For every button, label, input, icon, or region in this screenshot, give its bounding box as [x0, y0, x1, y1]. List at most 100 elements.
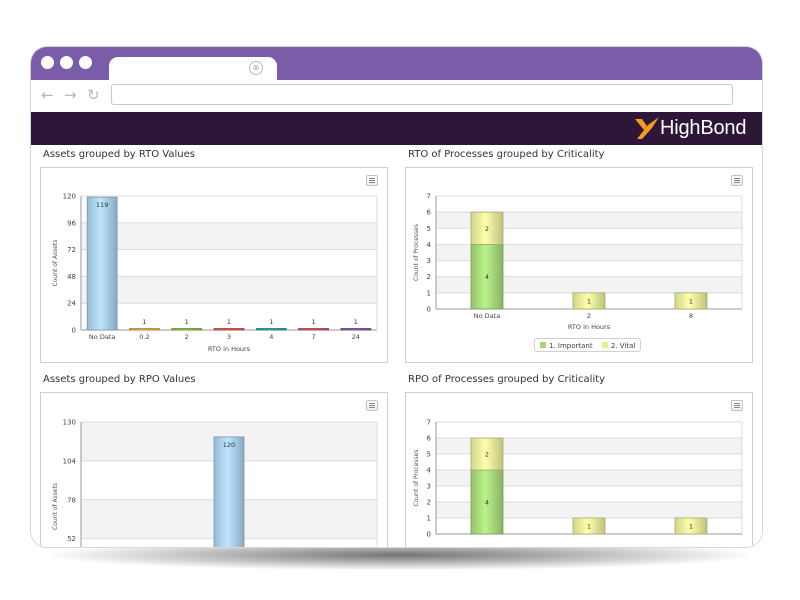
plot-band	[436, 244, 742, 261]
chart-menu-icon[interactable]	[366, 175, 378, 186]
chart-menu-icon[interactable]	[731, 175, 743, 186]
data-label: 1	[227, 318, 231, 326]
bar-segment	[674, 517, 708, 535]
data-label: 1	[689, 523, 693, 531]
x-axis-title: RTO in Hours	[208, 345, 251, 353]
plot-band	[436, 502, 742, 518]
legend-item-vital[interactable]: 2. Vital	[601, 339, 636, 353]
y-tick-label: 1	[427, 515, 431, 523]
bar	[171, 328, 203, 331]
data-label: 4	[485, 273, 489, 281]
app-header	[31, 112, 762, 145]
legend-label: 1. Important	[549, 342, 593, 350]
y-tick-label: 3	[427, 257, 431, 265]
x-tick-label: No Data	[474, 312, 500, 320]
bar	[213, 328, 245, 331]
bar-segment	[572, 517, 606, 535]
dashboard-content: Assets grouped by RTO Values RTO of Proc…	[31, 145, 762, 547]
y-tick-label: 96	[67, 219, 76, 227]
data-label: 1	[142, 318, 146, 326]
y-axis-title: Count of Processes	[413, 450, 420, 507]
bar	[213, 436, 245, 547]
bar-segment	[470, 437, 504, 471]
panel-title-rpo-criticality: RPO of Processes grouped by Criticality	[408, 374, 606, 385]
data-label: 1	[689, 297, 693, 305]
data-label: 4	[485, 499, 489, 507]
y-tick-label: 2	[427, 499, 431, 507]
reload-icon[interactable]: ↻	[87, 86, 100, 104]
y-tick-label: 120	[63, 193, 76, 201]
window-minimize-dot[interactable]	[60, 56, 73, 69]
brand-name: HighBond	[660, 117, 747, 139]
y-tick-label: 7	[427, 193, 431, 201]
x-tick-label: 7	[312, 333, 316, 341]
legend-label: 2. Vital	[610, 342, 636, 350]
browser-titlebar: ⊗	[31, 47, 762, 80]
x-tick-label: 0.2	[139, 333, 149, 341]
y-tick-label: 0	[427, 306, 431, 314]
x-tick-label: 3	[227, 333, 231, 341]
data-label: 1	[185, 318, 189, 326]
data-label: 119	[96, 201, 108, 209]
y-tick-label: 130	[63, 419, 76, 427]
y-tick-label: 24	[67, 300, 76, 308]
browser-tab[interactable]	[109, 57, 277, 80]
bar-segment	[674, 292, 708, 310]
chart-rto-criticality: 0 1 2 3 4 5 6 7 Count of Processes RTO in Hours No…	[413, 193, 743, 331]
plot-band	[436, 470, 742, 486]
y-tick-label: 5	[427, 451, 431, 459]
legend-swatch	[540, 342, 546, 348]
y-tick-label: 72	[67, 246, 76, 254]
y-tick-label: 48	[67, 273, 76, 281]
data-label: 1	[587, 523, 591, 531]
browser-window: ⊗ ← → ↻ HighBond Assets grouped by RTO V…	[31, 47, 762, 547]
panel-title-assets-rto: Assets grouped by RTO Values	[43, 149, 195, 160]
chart-menu-icon[interactable]	[731, 400, 743, 411]
y-tick-label: 104	[63, 457, 77, 465]
chart-panel-rto-criticality: 0 1 2 3 4 5 6 7 Count of Processes RTO in Hours No…	[405, 167, 753, 363]
highbond-logo-icon	[635, 117, 659, 139]
data-label: 1	[312, 318, 316, 326]
y-tick-label: 4	[427, 467, 432, 475]
y-axis-title: Count of Processes	[413, 224, 420, 281]
data-label: 2	[485, 225, 489, 233]
bar	[298, 328, 329, 331]
y-tick-label: 7	[427, 419, 431, 427]
tab-close-icon[interactable]: ⊗	[249, 61, 263, 75]
chart-menu-icon[interactable]	[366, 400, 378, 411]
x-tick-label: 2	[185, 333, 189, 341]
legend-swatch	[601, 342, 608, 348]
x-tick-label: No Data	[89, 333, 115, 341]
plot-band	[81, 276, 377, 304]
plot-band	[436, 276, 742, 293]
chart-panel-rpo-criticality: 0 1 2 3 4 5 6 7 Count of Processes 4 2 1 1	[405, 392, 753, 547]
forward-icon[interactable]: →	[64, 86, 77, 104]
panel-title-assets-rpo: Assets grouped by RPO Values	[43, 374, 196, 385]
chart-rpo-criticality: 0 1 2 3 4 5 6 7 Count of Processes 4 2 1 1	[413, 419, 743, 539]
data-label: 1	[354, 318, 358, 326]
y-tick-label: 4	[427, 241, 432, 249]
back-icon[interactable]: ←	[41, 86, 54, 104]
y-tick-label: 0	[427, 531, 431, 539]
x-tick-label: 24	[352, 333, 360, 341]
y-axis-title: Count of Assets	[52, 240, 59, 287]
plot-band	[81, 222, 377, 250]
y-axis-title: Count of Assets	[52, 483, 59, 530]
url-bar[interactable]	[111, 84, 733, 105]
bar	[340, 328, 372, 331]
data-label: 1	[269, 318, 273, 326]
x-tick-label: 2	[587, 312, 591, 320]
x-tick-label: 8	[689, 312, 693, 320]
y-tick-label: 3	[427, 483, 431, 491]
bar	[255, 328, 287, 331]
bar	[86, 196, 118, 331]
data-label: 2	[485, 451, 489, 459]
data-label: 120	[223, 441, 235, 449]
window-close-dot[interactable]	[41, 56, 54, 69]
window-maximize-dot[interactable]	[79, 56, 92, 69]
legend-item-important[interactable]: 1. Important	[540, 339, 593, 353]
y-tick-label: 2	[427, 273, 431, 281]
